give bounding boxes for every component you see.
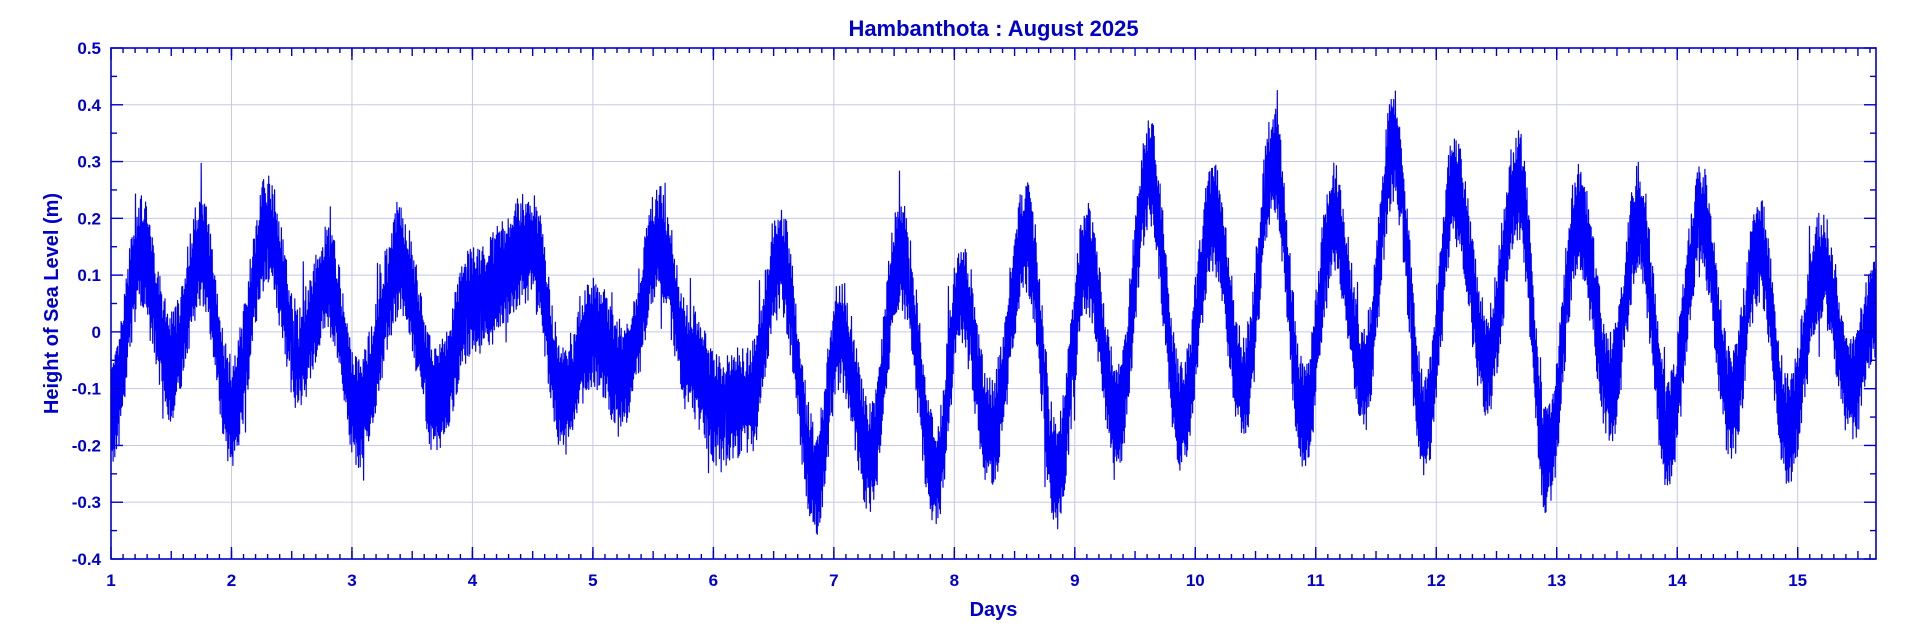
x-tick-label: 8 [950,571,959,590]
x-tick-label: 12 [1427,571,1446,590]
series-layer [110,90,1877,535]
x-tick-label: 7 [829,571,838,590]
y-axis-label: Height of Sea Level (m) [41,193,63,414]
x-tick-label: 11 [1307,571,1325,590]
grid-layer [110,47,1876,560]
chart-title: Hambanthota : August 2025 [848,16,1138,41]
y-tick-label: 0.2 [77,209,101,228]
y-tick-label: 0.3 [77,153,101,172]
x-tick-label: 3 [347,571,356,590]
y-tick-label: -0.4 [72,550,102,569]
x-tick-label: 15 [1788,571,1807,590]
ticks-layer [110,47,1876,560]
y-tick-label: -0.1 [72,380,101,399]
y-tick-label: 0 [92,323,101,342]
x-tick-label: 14 [1668,571,1687,590]
tick-labels-layer: 1 2 3 4 5 6 7 8 9 10 11 12 13 14 150.50.40.30.20.10-0.… [72,39,1807,590]
y-tick-label: 0.4 [77,96,101,115]
x-tick-label: 5 [588,571,597,590]
x-tick-label: 9 [1070,571,1079,590]
x-axis-label: Days [970,599,1018,621]
x-tick-label: 4 [468,571,478,590]
x-tick-label: 2 [227,571,236,590]
x-tick-label: 1 [106,571,115,590]
y-tick-label: 0.1 [77,266,101,285]
sea-level-series-line [110,90,1877,535]
y-tick-label: 0.5 [77,39,101,58]
y-tick-label: -0.2 [72,436,101,455]
plot-frame [110,47,1877,560]
x-tick-label: 6 [709,571,718,590]
y-tick-label: -0.3 [72,493,101,512]
x-tick-label: 10 [1186,571,1205,590]
x-tick-label: 13 [1547,571,1566,590]
